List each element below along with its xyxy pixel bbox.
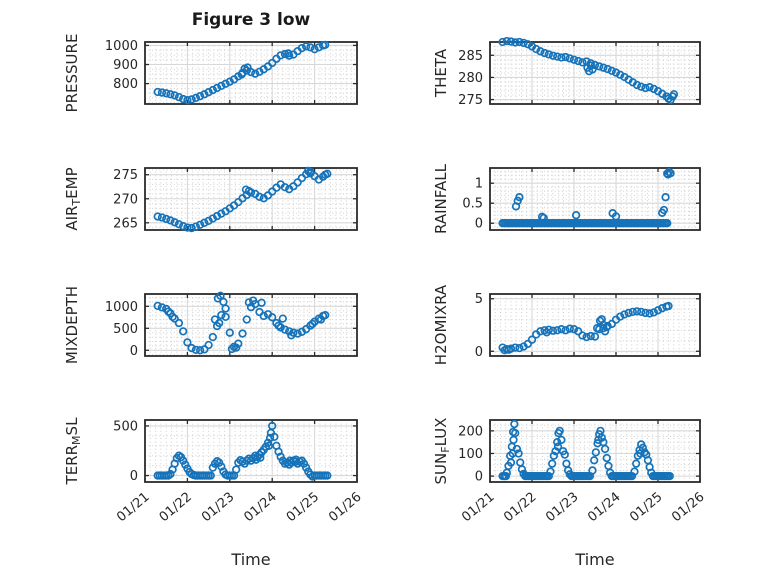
markers-rainfall	[498, 167, 675, 228]
y-axis-label-air-temp: AIRTEMP	[63, 167, 83, 230]
y-tick-label: 100	[458, 447, 483, 462]
axis-ticks	[144, 168, 358, 230]
y-tick-labels: 0 500 1000	[105, 300, 138, 359]
plot-frame	[144, 293, 358, 357]
y-tick-label: 500	[113, 322, 138, 337]
y-tick-labels: 00.51	[462, 177, 483, 232]
x-tick-labels: 01/21 01/22 01/23 01/24 01/25 01/26	[459, 490, 707, 526]
y-axis-label-mixdepth: MIXDEPTH	[63, 286, 81, 364]
plot-frame	[489, 41, 701, 105]
y-tick-label: 0	[475, 217, 483, 232]
figure-title: Figure 3 low	[191, 10, 311, 30]
y-axis-label-terr-msl: TERRMSL	[63, 417, 83, 486]
axis-ticks	[144, 294, 358, 356]
y-axis-label-pressure: PRESSURE	[63, 34, 81, 113]
y-tick-labels: 275 280 285	[458, 49, 483, 108]
subplot-mixdepth: 0 500 1000 MIXDEPTH	[63, 286, 358, 364]
x-tick-label: 01/25	[627, 490, 665, 526]
x-tick-label: 01/23	[199, 490, 237, 526]
subplot-theta: 275 280 285 THETA	[432, 36, 701, 108]
x-axis-label-left: Time	[231, 550, 271, 569]
markers-mixdepth	[153, 291, 330, 355]
y-tick-label: 500	[113, 419, 138, 434]
x-tick-labels: 01/21 01/22 01/23 01/24 01/25 01/26	[114, 490, 364, 526]
y-tick-label: 280	[458, 71, 483, 86]
grid-minor	[145, 420, 357, 482]
y-axis-label-rainfall: RAINFALL	[432, 163, 450, 234]
y-tick-label: 275	[458, 93, 483, 108]
plot-frame	[144, 41, 358, 105]
x-tick-label: 01/25	[284, 490, 322, 526]
x-tick-label: 01/24	[241, 490, 279, 526]
x-tick-label: 01/22	[157, 490, 195, 526]
y-tick-label: 1000	[105, 300, 138, 315]
y-tick-label: 275	[113, 168, 138, 183]
plot-frame	[489, 419, 701, 483]
y-tick-labels: 05	[475, 292, 483, 360]
y-tick-labels: 265 270 275	[113, 168, 138, 231]
y-axis-label-sun-flux: SUNFLUX	[432, 418, 452, 485]
plot-frame	[489, 167, 701, 231]
y-tick-label: 285	[458, 49, 483, 64]
x-tick-label: 01/23	[543, 490, 581, 526]
y-axis-label-theta: THETA	[432, 48, 450, 98]
subplot-pressure: 800 900 1000 PRESSURE	[63, 34, 358, 113]
y-tick-label: 900	[113, 58, 138, 73]
grid-major	[490, 294, 700, 356]
plot-frame	[144, 419, 358, 483]
x-tick-label: 01/21	[114, 490, 152, 526]
y-tick-label: 0.5	[462, 197, 483, 212]
y-tick-labels: 800 900 1000	[105, 39, 138, 92]
x-tick-label: 01/24	[585, 490, 623, 526]
y-tick-label: 270	[113, 192, 138, 207]
x-tick-label: 01/26	[669, 490, 707, 526]
axis-ticks	[489, 168, 701, 230]
markers-terr-msl	[153, 421, 332, 481]
grid-major	[145, 168, 357, 230]
y-tick-label: 1	[475, 177, 483, 192]
markers-pressure	[153, 40, 330, 105]
y-tick-label: 0	[130, 344, 138, 359]
x-tick-label: 01/22	[501, 490, 539, 526]
y-axis-label-h2omixra: H2OMIXRA	[432, 284, 450, 365]
x-tick-label: 01/26	[326, 490, 364, 526]
subplot-terr-msl: 0 500 TERRMSL 01/21 01/22 01/23 01/24 01/25 01/2…	[63, 417, 365, 525]
y-tick-label: 1000	[105, 39, 138, 54]
y-tick-label: 0	[475, 345, 483, 360]
markers-sun-flux	[498, 419, 674, 481]
markers-air-temp	[153, 166, 332, 233]
x-tick-label: 01/21	[459, 490, 497, 526]
y-tick-label: 5	[475, 292, 483, 307]
y-tick-label: 0	[475, 470, 483, 485]
y-tick-label: 200	[458, 424, 483, 439]
markers-theta	[498, 36, 679, 105]
x-axis-label-right: Time	[575, 550, 615, 569]
axis-ticks	[489, 42, 701, 104]
y-tick-label: 265	[113, 216, 138, 231]
y-tick-labels: 0 100 200	[458, 424, 483, 484]
plot-frame	[489, 293, 701, 357]
axis-ticks	[489, 294, 701, 356]
y-tick-label: 800	[113, 77, 138, 92]
axis-ticks	[489, 420, 701, 482]
y-tick-labels: 0 500	[113, 419, 138, 484]
y-tick-label: 0	[130, 469, 138, 484]
subplot-air-temp: 265 270 275 AIRTEMP	[63, 166, 358, 233]
markers-h2omixra	[498, 301, 673, 355]
